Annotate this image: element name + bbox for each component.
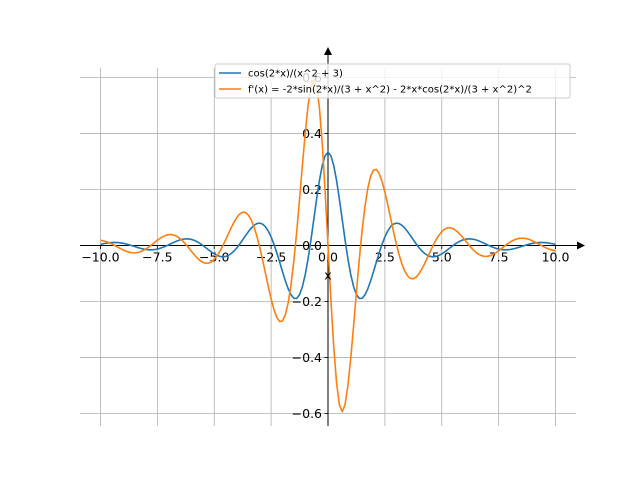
series-line-2 (100, 78, 556, 413)
series-line-1 (100, 151, 556, 300)
y-tick-label: −0.2 (292, 294, 322, 309)
legend-label-2: f'(x) = -2*sin(2*x)/(3 + x^2) - 2*x*cos(… (248, 85, 532, 96)
x-tick-label: −10.0 (81, 249, 119, 264)
legend-box (214, 63, 571, 99)
x-axis-arrow (577, 241, 585, 250)
legend: cos(2*x)/(x^2 + 3) f'(x) = -2*sin(2*x)/(3… (214, 63, 571, 99)
y-axis-arrow (324, 47, 332, 55)
x-tick-label: 10.0 (542, 249, 570, 264)
x-tick-label: −7.5 (142, 249, 172, 264)
series-lines (100, 78, 556, 413)
legend-label-1: cos(2*x)/(x^2 + 3) (248, 69, 343, 80)
y-tick-label: 0.0 (302, 238, 322, 253)
x-axis-title: x (324, 267, 331, 282)
x-tick-label: −5.0 (199, 249, 229, 264)
y-tick-label: 0.4 (302, 126, 322, 141)
x-tick-label: 7.5 (489, 249, 509, 264)
x-tick-label: 5.0 (432, 249, 452, 264)
y-tick-label: −0.4 (292, 350, 322, 365)
y-tick-label: −0.6 (292, 406, 322, 421)
legend-entries: cos(2*x)/(x^2 + 3) f'(x) = -2*sin(2*x)/(3… (219, 69, 532, 96)
x-tick-label: 2.5 (375, 249, 395, 264)
